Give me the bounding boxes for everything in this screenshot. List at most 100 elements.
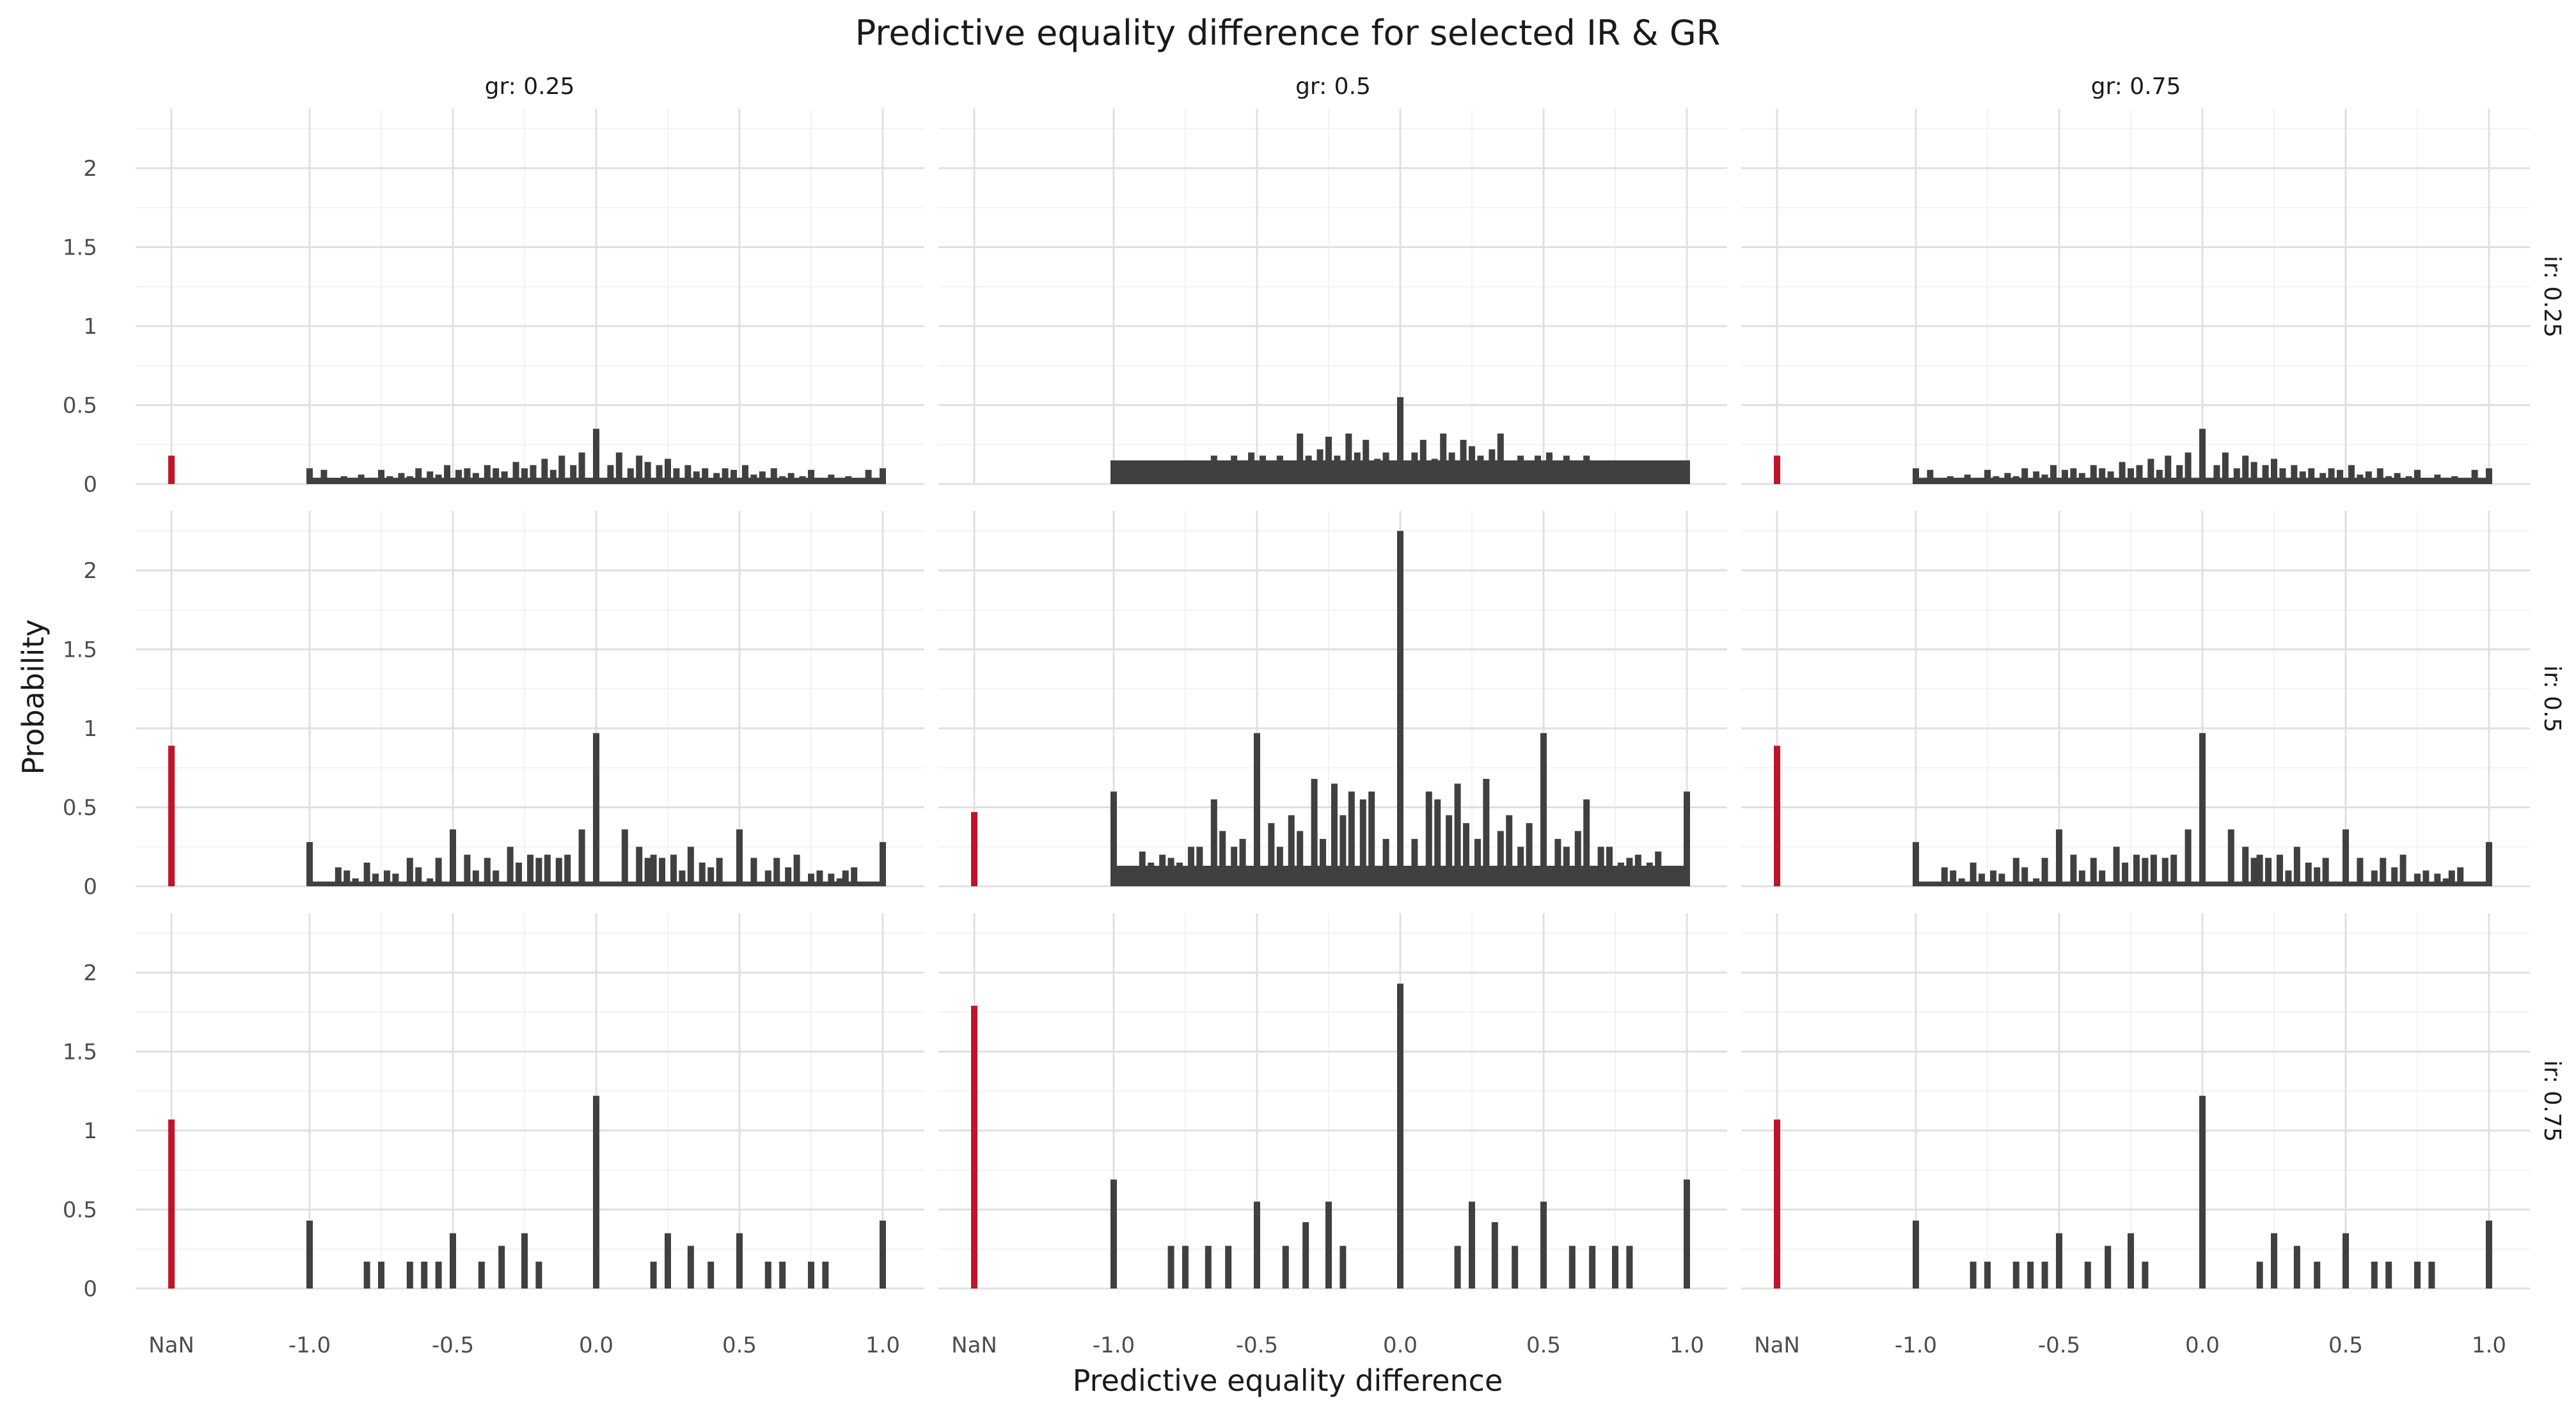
histogram-bar — [1477, 455, 1484, 484]
histogram-bar — [1397, 397, 1403, 484]
y-tick-label: 1.5 — [63, 235, 97, 261]
histogram-bar — [2308, 468, 2315, 484]
histogram-bar — [2337, 469, 2344, 484]
histogram-bar — [2070, 468, 2077, 484]
histogram-bar — [1526, 823, 1533, 886]
histogram-bar — [828, 873, 835, 886]
histogram-bar — [2348, 465, 2355, 484]
histogram-bar — [2136, 465, 2143, 484]
histogram-bar — [2463, 479, 2470, 484]
histogram-bar — [1339, 815, 1347, 886]
nan-bar — [1774, 1119, 1780, 1289]
histogram-bar — [2176, 465, 2183, 484]
histogram-bar — [421, 1262, 428, 1289]
histogram-bar — [593, 428, 599, 484]
histogram-bar — [2061, 469, 2068, 484]
y-tick-label: 0.5 — [63, 795, 97, 821]
x-tick-label: -0.5 — [1236, 1333, 1278, 1358]
histogram-bar — [1297, 831, 1304, 886]
histogram-bar — [2265, 858, 2272, 886]
histogram-bar — [1431, 458, 1438, 484]
histogram-bar — [2021, 468, 2028, 484]
histogram-bar — [1941, 867, 1948, 886]
histogram-bar — [2322, 858, 2329, 886]
histogram-bar — [1325, 1202, 1332, 1289]
histogram-bar — [828, 474, 835, 484]
y-tick-label: 2 — [83, 960, 97, 986]
histogram-bar — [1110, 1179, 1117, 1289]
histogram-bar — [1563, 847, 1570, 886]
histogram-bar — [1655, 851, 1662, 886]
histogram-bar — [1497, 433, 1504, 484]
histogram-bar — [2041, 858, 2048, 886]
x-tick-label: 0.5 — [2328, 1333, 2363, 1358]
histogram-bar — [2056, 829, 2062, 886]
histogram-bar — [1446, 815, 1453, 886]
histogram-bar — [516, 862, 523, 886]
y-tick-label: 0.5 — [63, 1198, 97, 1223]
histogram-bar — [1506, 462, 1513, 484]
histogram-bar — [2099, 870, 2106, 886]
histogram-bar — [1187, 847, 1194, 886]
histogram-bar — [1139, 851, 1146, 886]
x-tick-label: 0.0 — [579, 1333, 613, 1358]
histogram-bar — [415, 468, 422, 484]
histogram-bar — [1569, 1246, 1576, 1289]
histogram-bar — [535, 1262, 542, 1289]
column-strip-gr-0.75: gr: 0.75 — [2091, 74, 2181, 100]
histogram-bar — [764, 1262, 771, 1289]
y-tick-label: 1 — [83, 716, 97, 742]
x-tick-label: -1.0 — [288, 1333, 331, 1358]
histogram-bar — [555, 858, 562, 886]
histogram-bar — [2147, 458, 2154, 484]
histogram-bar — [2119, 462, 2126, 484]
panel-ir-0.25-gr-0.5 — [938, 109, 1727, 485]
histogram-bar — [472, 870, 479, 886]
histogram-bar — [1448, 452, 1455, 484]
histogram-bar — [1512, 1246, 1519, 1289]
histogram-bar — [684, 465, 691, 484]
histogram-bar — [1583, 799, 1590, 886]
histogram-bar — [1248, 452, 1255, 484]
histogram-bar — [808, 469, 814, 484]
histogram-bar — [2099, 468, 2106, 484]
histogram-bar — [621, 829, 628, 886]
histogram-bar — [450, 1233, 456, 1289]
histogram-bar — [845, 476, 852, 484]
histogram-bar — [498, 1246, 505, 1289]
histogram-bar — [501, 471, 508, 484]
histogram-bar — [2078, 473, 2085, 484]
histogram-bar — [773, 858, 780, 886]
nan-bar — [1774, 746, 1780, 886]
histogram-bar — [578, 452, 585, 484]
histogram-bar — [1626, 858, 1633, 886]
histogram-bar — [2371, 1262, 2378, 1289]
histogram-bar — [731, 469, 738, 484]
histogram-bar — [2142, 1262, 2149, 1289]
x-tick-label: 1.0 — [865, 1333, 900, 1358]
histogram-bar — [808, 1262, 814, 1289]
histogram-bar — [1489, 449, 1496, 484]
histogram-bar — [851, 867, 858, 886]
histogram-bar — [484, 858, 491, 886]
histogram-bar — [770, 468, 777, 484]
histogram-bar — [1474, 838, 1481, 886]
histogram-bar — [593, 1095, 599, 1289]
histogram-bar — [1950, 870, 1957, 886]
histogram-bar — [1434, 799, 1441, 886]
histogram-bar — [2256, 854, 2263, 886]
histogram-bar — [372, 873, 379, 886]
histogram-bar — [383, 870, 390, 886]
histogram-bar — [702, 468, 709, 484]
histogram-bar — [406, 476, 413, 484]
histogram-bar — [564, 854, 571, 886]
x-tick-label: -1.0 — [1093, 1333, 1135, 1358]
histogram-bar — [1661, 471, 1668, 484]
histogram-bar — [2434, 474, 2441, 484]
histogram-bar — [1989, 870, 1996, 886]
histogram-bar — [1913, 842, 1919, 886]
histogram-bar — [1202, 465, 1209, 484]
histogram-bar — [693, 471, 700, 484]
histogram-bar — [1646, 862, 1653, 886]
